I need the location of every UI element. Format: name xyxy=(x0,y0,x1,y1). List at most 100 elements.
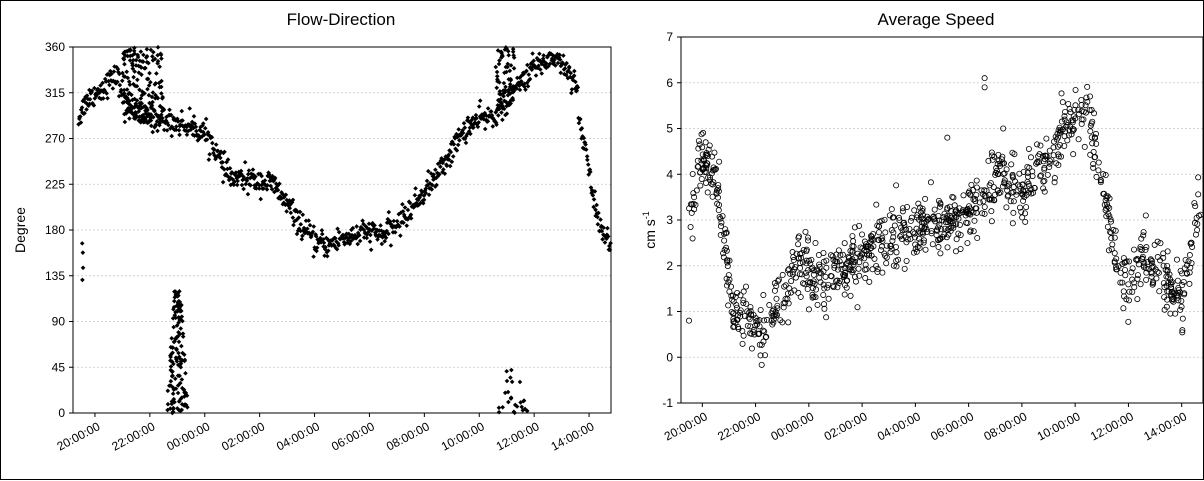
data-point xyxy=(686,205,693,212)
x-tick-label: 08:00:00 xyxy=(384,419,432,453)
y-axis-label: cm s-1 xyxy=(641,211,658,249)
data-point xyxy=(966,188,973,195)
data-point xyxy=(524,408,530,414)
data-point xyxy=(850,238,857,245)
data-point xyxy=(795,241,802,248)
data-points xyxy=(76,44,613,416)
data-point xyxy=(567,74,573,80)
data-point xyxy=(693,187,700,194)
data-point xyxy=(1121,259,1128,266)
data-point xyxy=(311,224,317,229)
data-point xyxy=(140,112,146,118)
data-point xyxy=(801,281,808,288)
data-point xyxy=(724,282,731,289)
data-point xyxy=(901,265,908,272)
data-point xyxy=(355,241,361,247)
data-point xyxy=(937,250,944,257)
data-point xyxy=(953,208,960,215)
data-point xyxy=(176,339,182,345)
data-point xyxy=(488,109,494,114)
data-point xyxy=(262,181,267,187)
data-point xyxy=(211,147,217,152)
data-point xyxy=(168,126,173,131)
data-point xyxy=(159,112,164,118)
data-point xyxy=(427,181,433,186)
data-point xyxy=(167,107,172,113)
data-point xyxy=(944,134,951,141)
data-point xyxy=(151,49,156,55)
data-point xyxy=(902,234,909,241)
data-point xyxy=(694,163,701,170)
data-point xyxy=(784,267,791,274)
data-point xyxy=(501,90,506,96)
data-point xyxy=(845,253,852,260)
data-point xyxy=(1054,143,1061,150)
data-point xyxy=(117,82,123,88)
data-point xyxy=(910,229,917,236)
data-point xyxy=(362,230,368,236)
data-point xyxy=(705,146,712,153)
data-point xyxy=(1126,288,1133,295)
data-point xyxy=(149,114,155,120)
data-point xyxy=(757,306,764,313)
data-point xyxy=(573,79,578,85)
data-point xyxy=(170,315,176,321)
data-point xyxy=(1164,288,1171,295)
data-point xyxy=(460,130,466,136)
data-point xyxy=(1040,153,1047,160)
data-point xyxy=(137,58,143,64)
data-point xyxy=(829,253,836,260)
data-point xyxy=(1028,186,1035,193)
data-point xyxy=(245,176,250,181)
data-point xyxy=(784,290,791,297)
data-point xyxy=(291,222,296,228)
data-point xyxy=(895,256,902,263)
data-point xyxy=(694,157,701,164)
data-point xyxy=(708,170,715,177)
data-point xyxy=(1086,107,1093,114)
data-point xyxy=(150,54,155,59)
data-point xyxy=(688,209,695,216)
data-point xyxy=(170,391,176,397)
data-point xyxy=(131,48,137,54)
data-point xyxy=(804,279,811,286)
data-point xyxy=(171,396,177,402)
data-point xyxy=(290,197,296,203)
data-point xyxy=(1134,272,1141,279)
data-point xyxy=(403,216,409,221)
data-point xyxy=(689,170,696,177)
data-point xyxy=(1122,272,1129,279)
data-point xyxy=(834,266,841,273)
data-point xyxy=(852,278,859,285)
data-point xyxy=(132,69,137,74)
data-point xyxy=(600,237,605,242)
data-point xyxy=(505,92,511,98)
data-point xyxy=(504,368,509,374)
y-tick-label: 3 xyxy=(666,213,673,227)
data-point xyxy=(605,225,610,231)
data-point xyxy=(348,238,354,244)
data-point xyxy=(155,52,160,58)
data-point xyxy=(789,271,796,278)
data-point xyxy=(123,94,128,100)
data-point xyxy=(746,316,753,323)
data-point xyxy=(227,165,233,171)
data-point xyxy=(748,345,755,352)
data-point xyxy=(504,111,510,117)
data-point xyxy=(508,101,514,106)
data-point xyxy=(733,316,740,323)
data-point xyxy=(313,233,319,239)
data-point xyxy=(1119,279,1126,286)
data-point xyxy=(372,223,377,228)
data-point xyxy=(930,216,937,223)
data-point xyxy=(937,201,944,208)
data-point xyxy=(203,125,208,131)
data-point xyxy=(147,100,152,106)
data-point xyxy=(777,317,784,324)
data-point xyxy=(556,55,562,60)
data-point xyxy=(524,80,530,86)
data-point xyxy=(734,304,741,311)
data-point xyxy=(581,135,587,141)
data-point xyxy=(756,317,763,324)
data-point xyxy=(482,126,488,132)
